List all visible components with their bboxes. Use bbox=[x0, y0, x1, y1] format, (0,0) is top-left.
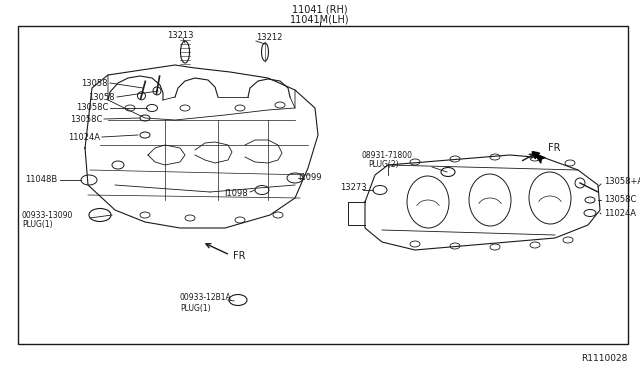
Text: 11041 (RH): 11041 (RH) bbox=[292, 5, 348, 15]
Text: R1110028: R1110028 bbox=[582, 354, 628, 363]
Text: 13058: 13058 bbox=[81, 78, 108, 87]
Text: 11024A: 11024A bbox=[68, 134, 100, 142]
Text: 11048B: 11048B bbox=[25, 176, 57, 185]
Text: 13212: 13212 bbox=[256, 33, 282, 42]
Text: PLUG(2): PLUG(2) bbox=[368, 160, 399, 170]
Bar bbox=[18, 26, 628, 344]
Text: 13273: 13273 bbox=[340, 183, 367, 192]
Text: FR: FR bbox=[548, 143, 561, 153]
Text: 13213: 13213 bbox=[167, 31, 193, 39]
Text: 13058: 13058 bbox=[88, 93, 115, 102]
Text: 11024A: 11024A bbox=[604, 208, 636, 218]
Text: 13058C: 13058C bbox=[76, 103, 108, 112]
Text: I1099: I1099 bbox=[298, 173, 321, 182]
Text: 08931-71800: 08931-71800 bbox=[362, 151, 413, 160]
Text: PLUG(1): PLUG(1) bbox=[22, 221, 52, 230]
Text: I1098: I1098 bbox=[225, 189, 248, 199]
Text: FR: FR bbox=[233, 251, 246, 261]
Text: 00933-13090: 00933-13090 bbox=[22, 211, 74, 219]
Text: 13058C: 13058C bbox=[70, 115, 102, 125]
Text: PLUG(1): PLUG(1) bbox=[180, 304, 211, 312]
Text: 13058C: 13058C bbox=[604, 196, 636, 205]
Text: 00933-12B1A: 00933-12B1A bbox=[180, 294, 232, 302]
Text: 13058+A: 13058+A bbox=[604, 177, 640, 186]
Text: 11041M(LH): 11041M(LH) bbox=[290, 14, 350, 24]
